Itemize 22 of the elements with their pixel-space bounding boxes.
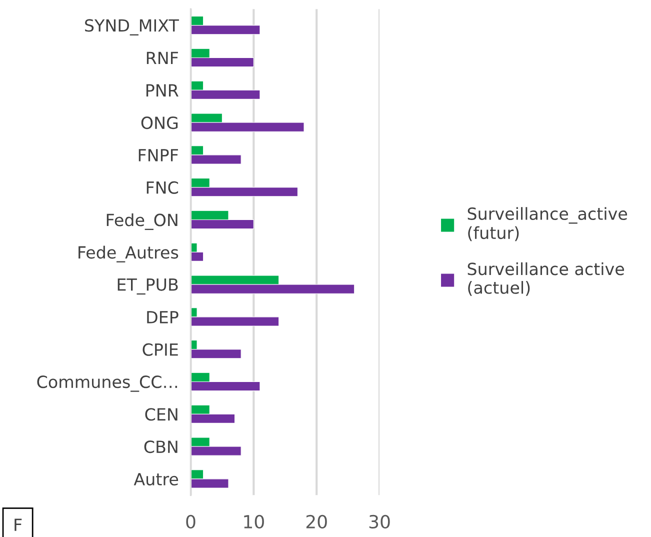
y-tick-label: Autre [134, 473, 178, 486]
text: F [14, 518, 22, 531]
y-tick-label: PNR [146, 84, 178, 96]
y-tick-label: Communes_CC… [37, 376, 178, 392]
legend-label: Surveillance active (actuel) [468, 262, 624, 296]
y-tick-label: DEP [147, 311, 178, 324]
y-tick-label: Fede_Autres [78, 246, 178, 262]
y-tick-label: FNC [146, 181, 178, 194]
y-tick-label: ONG [141, 116, 178, 130]
y-tick-label: Fede_ON [106, 213, 178, 230]
x-tick-label: 30 [369, 514, 390, 529]
y-tick-label: CBN [144, 440, 178, 454]
x-tick-label: 20 [306, 514, 327, 529]
y-tick-label: CEN [145, 408, 178, 421]
y-tick-label: FNPF [138, 149, 178, 162]
x-tick-label: 10 [244, 514, 264, 529]
y-tick-label: RNF [146, 52, 178, 64]
legend-label: Surveillance_active (futur) [468, 207, 628, 242]
y-tick-label: SYND_MIXT [85, 19, 179, 36]
y-tick-label: CPIE [142, 343, 178, 356]
x-tick-label: 0 [186, 514, 196, 529]
y-tick-label: ET_PUB [118, 278, 178, 295]
